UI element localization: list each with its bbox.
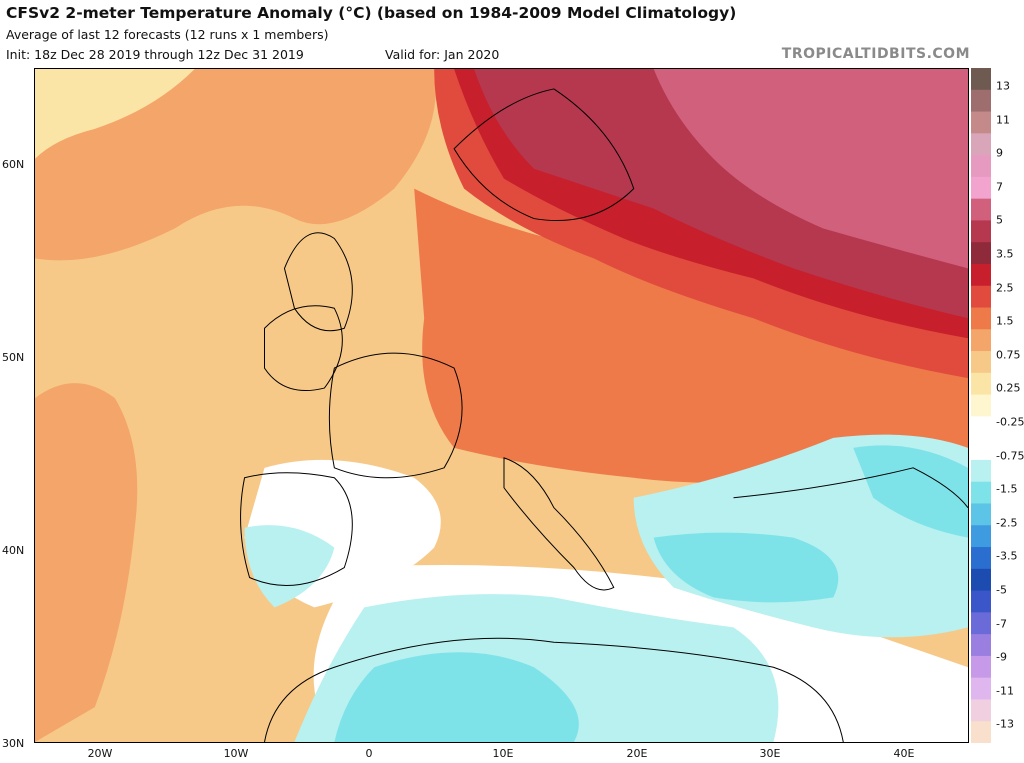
colorbar-swatch (971, 525, 991, 548)
colorbar-swatch (971, 503, 991, 526)
lat-label-60n: 60N (2, 158, 25, 171)
anomaly-map (34, 68, 969, 743)
colorbar-swatch (971, 721, 991, 743)
lon-label-30e: 30E (759, 747, 781, 760)
colorbar-label: 9 (996, 146, 1003, 160)
colorbar-swatch (971, 634, 991, 657)
anomaly-nw-light (35, 69, 195, 159)
colorbar-label: -11 (996, 684, 1014, 698)
colorbar-swatch (971, 372, 991, 396)
colorbar-label: 0.25 (996, 381, 1021, 395)
colorbar-swatch (971, 699, 991, 722)
colorbar-label: -13 (996, 717, 1014, 731)
lat-label-40n: 40N (2, 544, 25, 557)
anomaly-central-europe (414, 188, 968, 483)
valid-time: Valid for: Jan 2020 (385, 47, 500, 62)
colorbar-swatch (971, 89, 991, 113)
colorbar-swatch (971, 416, 991, 439)
anomaly-atlantic-north (35, 69, 436, 261)
colorbar-swatch (971, 394, 991, 417)
colorbar-swatch (971, 263, 991, 287)
colorbar-swatch (971, 155, 991, 178)
lon-label-10w: 10W (223, 747, 249, 760)
colorbar-label: 7 (996, 180, 1003, 194)
colorbar-label: 0.75 (996, 348, 1021, 362)
colorbar-label: 13 (996, 79, 1010, 93)
colorbar-swatch (971, 351, 991, 374)
lon-label-40e: 40E (893, 747, 915, 760)
colorbar-swatch (971, 459, 991, 483)
anomaly-sahara-cool (334, 652, 579, 742)
colorbar-swatch (971, 133, 991, 156)
iberia-outline (240, 472, 353, 586)
colorbar-swatch (971, 655, 991, 679)
colorbar-label: -1.5 (996, 482, 1018, 496)
colorbar-label: 1.5 (996, 314, 1014, 328)
map-subtitle: Average of last 12 forecasts (12 runs x … (6, 27, 329, 42)
colorbar-swatch (971, 307, 991, 330)
colorbar-swatch (971, 285, 991, 309)
colorbar-swatch (971, 68, 991, 91)
lat-label-50n: 50N (2, 351, 25, 364)
scandinavia-outline (453, 88, 635, 222)
anomaly-greece-cool (653, 532, 839, 603)
colorbar-swatch (971, 677, 991, 700)
anomaly-iberia-cool (244, 525, 335, 608)
colorbar-label: -5 (996, 583, 1007, 597)
colorbar-swatch (971, 547, 991, 570)
colorbar-label: 3.5 (996, 247, 1014, 261)
watermark: TROPICALTIDBITS.COM (781, 46, 970, 62)
colorbar-swatch (971, 176, 991, 200)
colorbar-label: 11 (996, 113, 1010, 127)
map-title: CFSv2 2-meter Temperature Anomaly (°C) (… (6, 4, 737, 22)
colorbar-label: -2.5 (996, 516, 1018, 530)
colorbar (971, 68, 991, 743)
anomaly-atlantic-west (35, 383, 138, 742)
lat-label-30n: 30N (2, 737, 25, 750)
colorbar-label: -7 (996, 617, 1007, 631)
colorbar-swatch (971, 438, 991, 461)
france-outline (328, 352, 463, 479)
colorbar-label: -3.5 (996, 549, 1018, 563)
colorbar-label: -0.75 (996, 449, 1024, 463)
colorbar-swatch (971, 590, 991, 613)
anomaly-caucasus-cool (853, 445, 968, 538)
colorbar-swatch (971, 568, 991, 592)
lon-label-20e: 20E (626, 747, 648, 760)
anomaly-pink-northeast (653, 69, 968, 269)
colorbar-swatch (971, 198, 991, 221)
british-isles-outline (264, 232, 353, 392)
north-africa-coast (264, 637, 844, 742)
colorbar-swatch (971, 329, 991, 352)
colorbar-swatch (971, 242, 991, 265)
colorbar-swatch (971, 612, 991, 635)
lon-label-20w: 20W (87, 747, 113, 760)
lon-label-0: 0 (365, 747, 373, 760)
black-sea-coast (733, 467, 968, 508)
colorbar-swatch (971, 111, 991, 134)
colorbar-swatch (971, 220, 991, 243)
lon-label-10e: 10E (492, 747, 514, 760)
colorbar-label: 5 (996, 213, 1003, 227)
colorbar-swatch (971, 481, 991, 504)
init-time: Init: 18z Dec 28 2019 through 12z Dec 31… (6, 47, 304, 62)
colorbar-label: -9 (996, 650, 1007, 664)
colorbar-label: -0.25 (996, 415, 1024, 429)
colorbar-label: 2.5 (996, 281, 1014, 295)
italy-outline (503, 457, 615, 591)
